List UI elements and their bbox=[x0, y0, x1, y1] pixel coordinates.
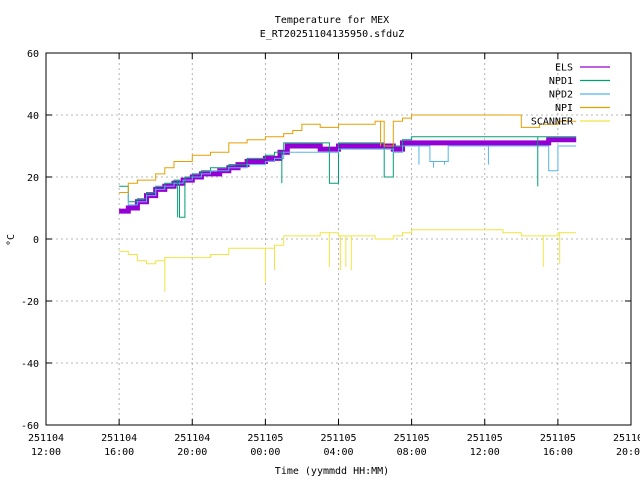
x-tick-label-time: 00:00 bbox=[250, 447, 280, 458]
x-tick-label-date: 251105 bbox=[467, 433, 503, 444]
y-tick-label: 0 bbox=[33, 235, 39, 246]
legend-label-npi: NPI bbox=[555, 103, 573, 114]
x-tick-label-time: 12:00 bbox=[31, 447, 61, 458]
x-tick-label-time: 04:00 bbox=[323, 447, 353, 458]
chart-title: Temperature for MEX bbox=[275, 15, 389, 26]
legend-label-scanner: SCANNER bbox=[531, 117, 574, 128]
legend-label-npd2: NPD2 bbox=[549, 90, 573, 101]
x-tick-label-time: 20:00 bbox=[177, 447, 207, 458]
axis-ticks: 6040200-20-40-6025110412:0025110416:0025… bbox=[21, 49, 640, 458]
y-axis-label: °C bbox=[6, 234, 17, 246]
x-tick-label-date: 251105 bbox=[613, 433, 640, 444]
x-tick-label-time: 16:00 bbox=[104, 447, 134, 458]
legend-label-npd1: NPD1 bbox=[549, 76, 573, 87]
x-tick-label-date: 251105 bbox=[320, 433, 356, 444]
series-line-els bbox=[119, 137, 577, 214]
series-line-npd2 bbox=[119, 145, 577, 206]
series-lines bbox=[119, 114, 577, 265]
series-line-npi bbox=[119, 114, 577, 193]
y-tick-label: -40 bbox=[21, 359, 39, 370]
x-tick-label-date: 251104 bbox=[101, 433, 137, 444]
x-tick-label-date: 251105 bbox=[540, 433, 576, 444]
x-tick-label-time: 16:00 bbox=[543, 447, 573, 458]
x-tick-label-date: 251104 bbox=[28, 433, 64, 444]
legend: ELS NPD1 NPD2 NPI SCANNER bbox=[531, 63, 610, 128]
y-tick-label: -20 bbox=[21, 297, 39, 308]
x-tick-label-time: 20:00 bbox=[616, 447, 640, 458]
series-spikes bbox=[164, 121, 561, 292]
x-axis-label: Time (yymmdd HH:MM) bbox=[275, 466, 389, 477]
x-tick-label-time: 12:00 bbox=[470, 447, 500, 458]
x-tick-label-date: 251104 bbox=[174, 433, 210, 444]
x-tick-label-date: 251105 bbox=[394, 433, 430, 444]
y-tick-label: -60 bbox=[21, 421, 39, 432]
y-tick-label: 20 bbox=[27, 173, 39, 184]
y-tick-label: 60 bbox=[27, 49, 39, 60]
legend-label-els: ELS bbox=[555, 63, 573, 74]
series-line-scanner bbox=[119, 229, 577, 265]
series-line-npd1 bbox=[119, 136, 577, 218]
chart-subtitle: E_RT20251104135950.sfduZ bbox=[260, 29, 405, 40]
x-tick-label-time: 08:00 bbox=[397, 447, 427, 458]
y-tick-label: 40 bbox=[27, 111, 39, 122]
x-tick-label-date: 251105 bbox=[247, 433, 283, 444]
